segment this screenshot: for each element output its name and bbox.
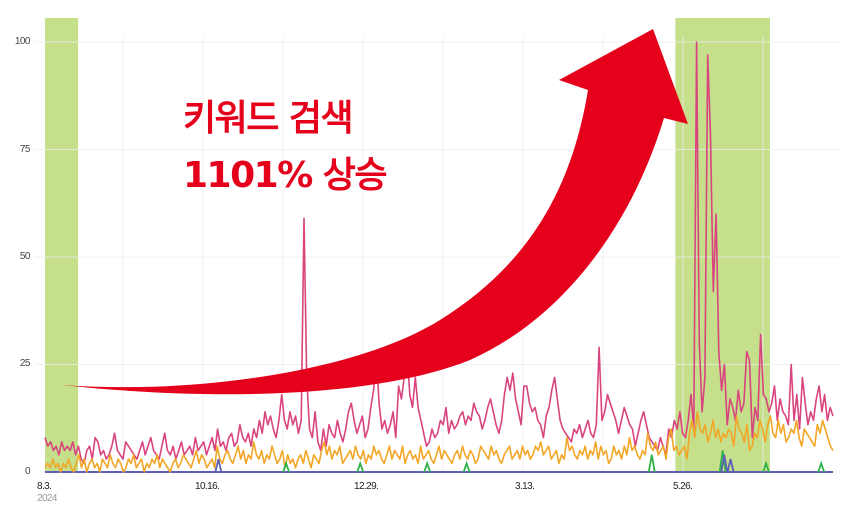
- series-keyword-4: [720, 454, 729, 473]
- x-tick-10-16: 10.16.: [195, 481, 220, 492]
- x-tick-12-29: 12.29.: [354, 481, 379, 492]
- y-tick-50: 50: [19, 251, 31, 262]
- series-keyword-4: [214, 458, 223, 473]
- headline-line-2: 1101% 상승: [183, 155, 388, 196]
- x-tick-5-26: 5.26.: [673, 481, 693, 492]
- trend-arrow-icon: [62, 29, 688, 395]
- x-tick-year: 2024: [37, 493, 57, 504]
- series-keyword-3: [423, 460, 432, 473]
- series-keyword-2: [44, 410, 834, 473]
- x-tick-3-13: 3.13.: [515, 481, 535, 492]
- series-keyword-1: [44, 41, 834, 465]
- headline-line-1: 키워드 검색: [183, 98, 354, 139]
- y-tick-0: 0: [24, 466, 31, 477]
- series-keyword-3: [762, 460, 770, 473]
- series-keyword-3: [356, 460, 365, 473]
- x-tick-8-3: 8.3.: [37, 481, 52, 492]
- y-tick-100: 100: [14, 36, 31, 47]
- series-keyword-3: [647, 454, 656, 473]
- y-tick-25: 25: [19, 358, 31, 369]
- data-series: [44, 41, 834, 473]
- series-keyword-3: [282, 460, 290, 473]
- y-tick-75: 75: [19, 144, 31, 155]
- series-keyword-4: [726, 458, 735, 473]
- series-keyword-3: [462, 460, 471, 473]
- series-keyword-3: [817, 460, 826, 473]
- highlight-band: [45, 18, 79, 472]
- series-keyword-3: [718, 450, 727, 473]
